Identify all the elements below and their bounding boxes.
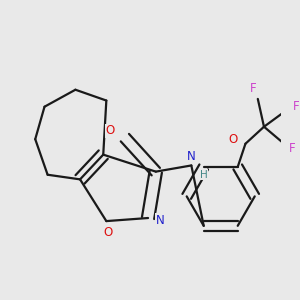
Text: F: F	[250, 82, 256, 94]
Text: F: F	[293, 100, 300, 113]
Text: O: O	[103, 226, 112, 239]
Text: O: O	[229, 133, 238, 146]
Text: N: N	[187, 150, 196, 163]
Text: H: H	[200, 170, 208, 180]
Text: F: F	[289, 142, 295, 155]
Text: O: O	[105, 124, 115, 137]
Text: N: N	[155, 214, 164, 227]
